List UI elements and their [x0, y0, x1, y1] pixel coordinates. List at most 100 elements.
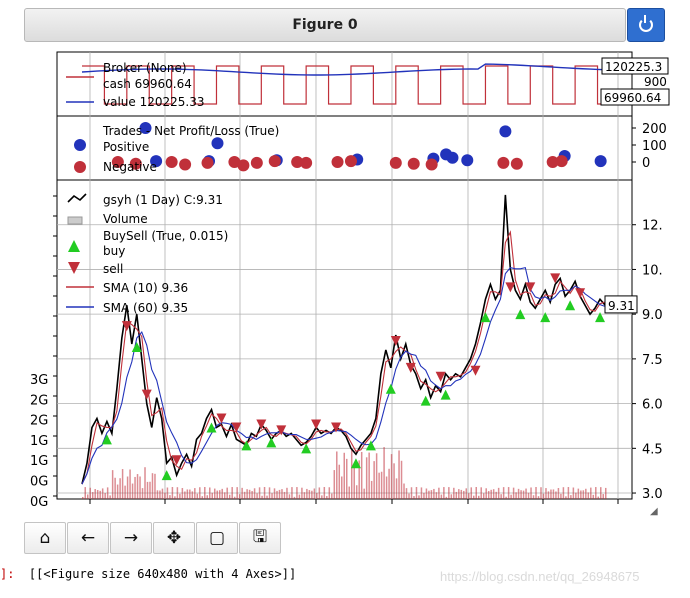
cash-tag-box: [600, 88, 670, 106]
volume-bar: [84, 487, 86, 499]
trade-negative-marker: [291, 156, 304, 168]
volume-bar: [111, 470, 114, 499]
volume-bar: [380, 471, 383, 499]
volume-bar: [570, 495, 572, 499]
volume-bar: [256, 493, 258, 499]
sell-marker: [575, 288, 586, 299]
cash-tag: 69960.64: [604, 91, 661, 105]
volume-bar: [485, 488, 487, 499]
home-icon[interactable]: ⌂: [24, 522, 66, 554]
volume-bar: [482, 493, 485, 499]
volume-bar: [572, 487, 575, 499]
volume-bar: [129, 469, 131, 499]
y-tick-label: 12.: [642, 219, 663, 234]
figure-canvas: 3.0 4.5 6.0 7.5 9.0 10. 12. 3G 2G 2G 1G 1G 0G 0G 9.31 g…: [30, 51, 670, 510]
buy-marker: [515, 309, 526, 320]
volume-bar: [505, 496, 507, 499]
trade-negative-marker: [179, 158, 192, 171]
volume-bar: [585, 488, 587, 499]
volume-bar: [316, 492, 318, 499]
volume-bar: [460, 489, 463, 499]
trade-positive-marker: [594, 155, 607, 168]
legend-label-sell: sell: [103, 262, 123, 276]
save-icon[interactable]: 🖫: [239, 522, 281, 554]
volume-bar: [473, 495, 475, 499]
volume-bar: [94, 489, 96, 499]
output-text: [[<Figure size 640x480 with 4 Axes>]]: [28, 567, 297, 581]
legend-positive-swatch: [74, 139, 86, 151]
volume-bar: [350, 450, 353, 499]
sell-marker: [435, 371, 446, 382]
pan-icon[interactable]: ✥: [153, 522, 195, 554]
volume-bar: [106, 487, 109, 499]
resize-handle-icon[interactable]: ◢: [650, 506, 658, 517]
trade-negative-marker: [237, 159, 250, 172]
trade-negative-marker: [425, 158, 438, 171]
volume-bar: [448, 487, 450, 499]
volume-bar: [458, 489, 460, 499]
legend-sell-swatch: [68, 262, 80, 274]
volume-bar: [171, 487, 174, 499]
legend-label-close: gsyh (1 Day) C:9.31: [103, 193, 223, 207]
sell-marker: [331, 422, 342, 433]
volume-bar: [555, 491, 557, 499]
volume-bar: [370, 480, 373, 499]
volume-bar: [575, 492, 577, 499]
volume-tick-label: 3G: [30, 373, 48, 388]
volume-bar: [580, 490, 582, 499]
trade-negative-marker: [389, 156, 402, 169]
back-icon[interactable]: ←: [67, 522, 109, 554]
legend-label-sma10: SMA (10) 9.36: [103, 281, 188, 295]
volume-bar: [465, 488, 468, 499]
volume-bar: [338, 464, 341, 499]
volume-bar: [223, 492, 226, 499]
volume-bar: [405, 488, 408, 499]
value-tag-box: [601, 57, 669, 75]
trade-positive-marker: [461, 154, 474, 167]
volume-bar: [363, 488, 365, 499]
volume-bar: [602, 494, 605, 499]
trade-negative-marker: [111, 156, 124, 168]
volume-bar: [428, 490, 430, 499]
volume-bar: [540, 487, 542, 499]
close-price-line: [81, 194, 606, 485]
volume-bar: [463, 490, 465, 499]
volume-bar: [246, 489, 248, 499]
volume-bar: [368, 452, 370, 499]
trade-negative-marker: [497, 156, 510, 169]
volume-bar: [530, 487, 532, 499]
volume-bar: [487, 491, 490, 499]
volume-bar: [263, 487, 266, 499]
buy-marker: [385, 383, 396, 394]
volume-bar: [136, 474, 139, 499]
y-tick-label: 4.5: [642, 442, 663, 457]
zoom-rect-icon[interactable]: ▢: [196, 522, 238, 554]
volume-bar: [358, 460, 360, 499]
trade-negative-marker: [407, 157, 420, 170]
volume-bar: [156, 490, 159, 499]
volume-bar: [283, 491, 286, 499]
forward-icon[interactable]: →: [110, 522, 152, 554]
sell-marker: [470, 365, 481, 376]
volume-bar: [303, 492, 306, 499]
volume-bar: [248, 489, 251, 499]
legend-label-volume: Volume: [103, 212, 148, 226]
watermark: https://blog.csdn.net/qq_26948675: [440, 569, 640, 584]
sell-marker: [171, 455, 182, 466]
volume-bar: [348, 486, 350, 499]
volume-bar: [345, 458, 348, 499]
power-icon[interactable]: [627, 8, 665, 42]
volume-bar: [333, 470, 336, 499]
volume-bar: [126, 476, 129, 499]
trades-tick-label: 100: [642, 139, 667, 154]
y-tick-label: 9.0: [642, 308, 663, 323]
volume-bar: [590, 487, 592, 499]
legend-negative-swatch: [74, 161, 86, 173]
trade-negative-marker: [250, 156, 263, 169]
volume-bar: [323, 487, 326, 499]
volume-bar: [221, 488, 223, 499]
trade-negative-marker: [300, 156, 313, 169]
sell-marker: [525, 282, 536, 293]
buy-marker: [420, 395, 431, 406]
volume-bar: [233, 496, 236, 499]
